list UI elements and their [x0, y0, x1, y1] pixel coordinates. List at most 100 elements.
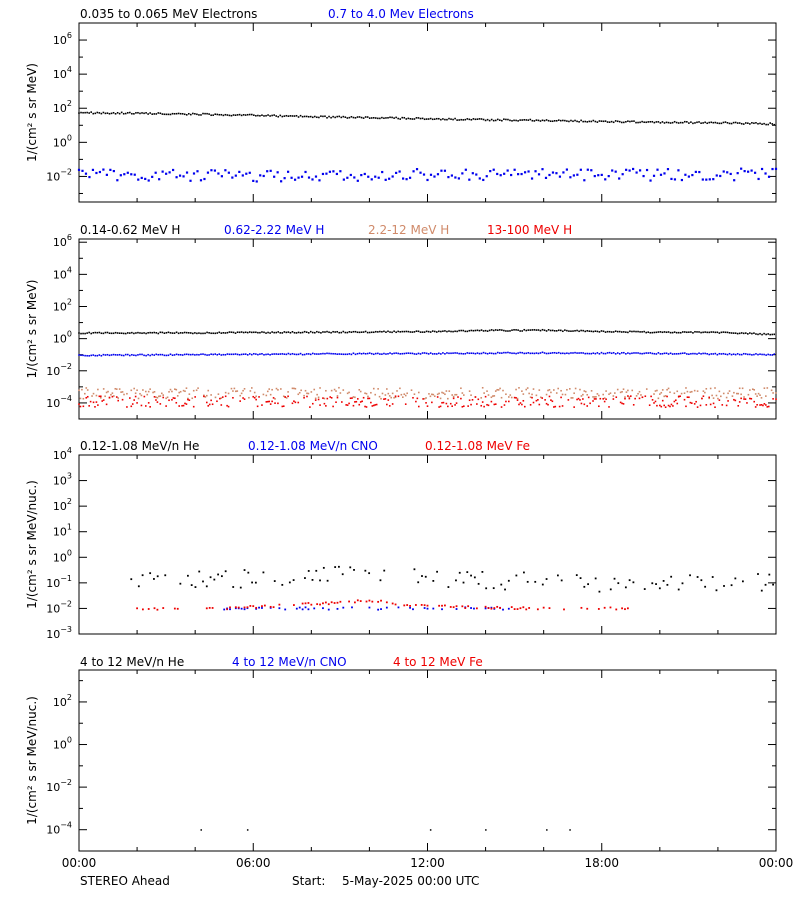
data-point: [673, 400, 676, 403]
data-point: [287, 391, 289, 393]
data-point: [513, 119, 515, 122]
data-point: [756, 403, 758, 406]
data-point: [131, 403, 134, 405]
data-point: [499, 174, 502, 177]
data-point: [303, 330, 306, 333]
data-point: [165, 354, 168, 357]
data-point: [200, 353, 202, 356]
data-point: [211, 607, 214, 609]
data-point: [531, 393, 533, 396]
data-point: [761, 123, 763, 125]
data-point: [572, 352, 574, 354]
data-point: [255, 114, 257, 117]
data-point: [714, 331, 717, 334]
data-point: [763, 353, 765, 356]
data-point: [86, 332, 88, 334]
data-point: [272, 606, 275, 609]
data-point: [493, 607, 496, 609]
data-point: [564, 329, 566, 331]
plot-frame: [78, 238, 777, 420]
data-point: [388, 177, 391, 180]
data-point: [130, 389, 133, 392]
data-point: [365, 392, 368, 395]
data-point: [273, 353, 275, 355]
data-point: [348, 391, 350, 394]
data-point: [477, 398, 480, 401]
data-point: [358, 389, 361, 391]
data-point: [120, 332, 123, 335]
data-point: [198, 354, 200, 356]
data-point: [470, 574, 472, 577]
data-point: [368, 572, 371, 575]
data-point: [413, 353, 416, 355]
data-point: [151, 353, 153, 356]
data-point: [641, 352, 643, 355]
data-point: [728, 332, 731, 334]
data-point: [102, 399, 105, 401]
data-point: [573, 406, 575, 408]
data-point: [153, 354, 156, 356]
data-point: [690, 352, 692, 355]
data-point: [287, 395, 289, 398]
data-point: [249, 605, 252, 607]
data-point: [300, 175, 304, 178]
data-point: [111, 395, 114, 398]
data-point: [740, 167, 743, 170]
data-point: [356, 116, 359, 118]
data-point: [438, 406, 440, 408]
data-point: [377, 608, 380, 611]
data-point: [165, 331, 168, 334]
data-point: [144, 390, 147, 393]
data-point: [259, 174, 262, 177]
data-point: [519, 607, 522, 610]
data-point: [612, 121, 615, 124]
data-point: [211, 403, 214, 406]
data-point: [153, 578, 155, 580]
data-point: [532, 388, 535, 390]
data-point: [100, 354, 103, 357]
data-point: [85, 397, 88, 399]
data-point: [492, 329, 495, 332]
data-point: [149, 572, 152, 575]
data-point: [475, 173, 478, 176]
data-point: [570, 352, 572, 354]
data-point: [163, 332, 166, 334]
data-point: [238, 170, 241, 173]
data-point: [246, 829, 249, 831]
data-point: [618, 120, 621, 123]
data-point: [690, 402, 693, 404]
data-point: [478, 118, 481, 120]
data-point: [445, 390, 448, 392]
data-point: [496, 605, 499, 608]
data-point: [322, 602, 324, 605]
data-point: [338, 115, 341, 118]
data-point: [462, 581, 465, 584]
data-point: [533, 352, 536, 355]
series-3: [78, 386, 777, 400]
data-point: [310, 391, 313, 393]
data-point: [555, 119, 558, 122]
data-point: [612, 351, 615, 354]
data-point: [766, 387, 769, 389]
data-point: [171, 390, 173, 393]
data-point: [370, 401, 372, 404]
data-point: [695, 400, 697, 403]
data-point: [387, 399, 390, 401]
data-point: [332, 115, 334, 118]
data-point: [92, 112, 95, 115]
data-point: [182, 389, 185, 392]
data-point: [156, 396, 159, 399]
data-point: [176, 607, 179, 610]
data-point: [464, 118, 467, 121]
data-point: [677, 395, 680, 398]
data-point: [216, 332, 219, 334]
data-point: [187, 398, 189, 401]
data-point: [229, 606, 231, 609]
data-point: [427, 330, 430, 333]
data-point: [583, 403, 586, 406]
data-point: [412, 396, 414, 399]
data-point: [632, 404, 635, 406]
data-point: [214, 113, 217, 116]
data-point: [311, 331, 314, 334]
data-point: [757, 573, 759, 575]
